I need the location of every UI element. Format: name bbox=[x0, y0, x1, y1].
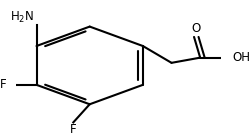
Text: F: F bbox=[70, 123, 77, 136]
Text: H$_2$N: H$_2$N bbox=[10, 10, 34, 25]
Text: F: F bbox=[0, 78, 7, 91]
Text: O: O bbox=[192, 22, 201, 35]
Text: OH: OH bbox=[232, 51, 250, 64]
